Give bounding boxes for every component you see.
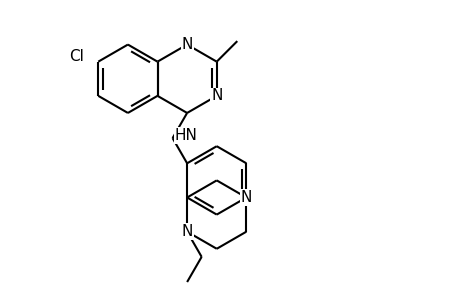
Text: N: N	[240, 190, 252, 205]
Text: N: N	[181, 37, 192, 52]
Text: Cl: Cl	[69, 50, 84, 64]
Text: N: N	[181, 224, 192, 239]
Text: HN: HN	[174, 128, 197, 143]
Text: N: N	[211, 88, 222, 104]
